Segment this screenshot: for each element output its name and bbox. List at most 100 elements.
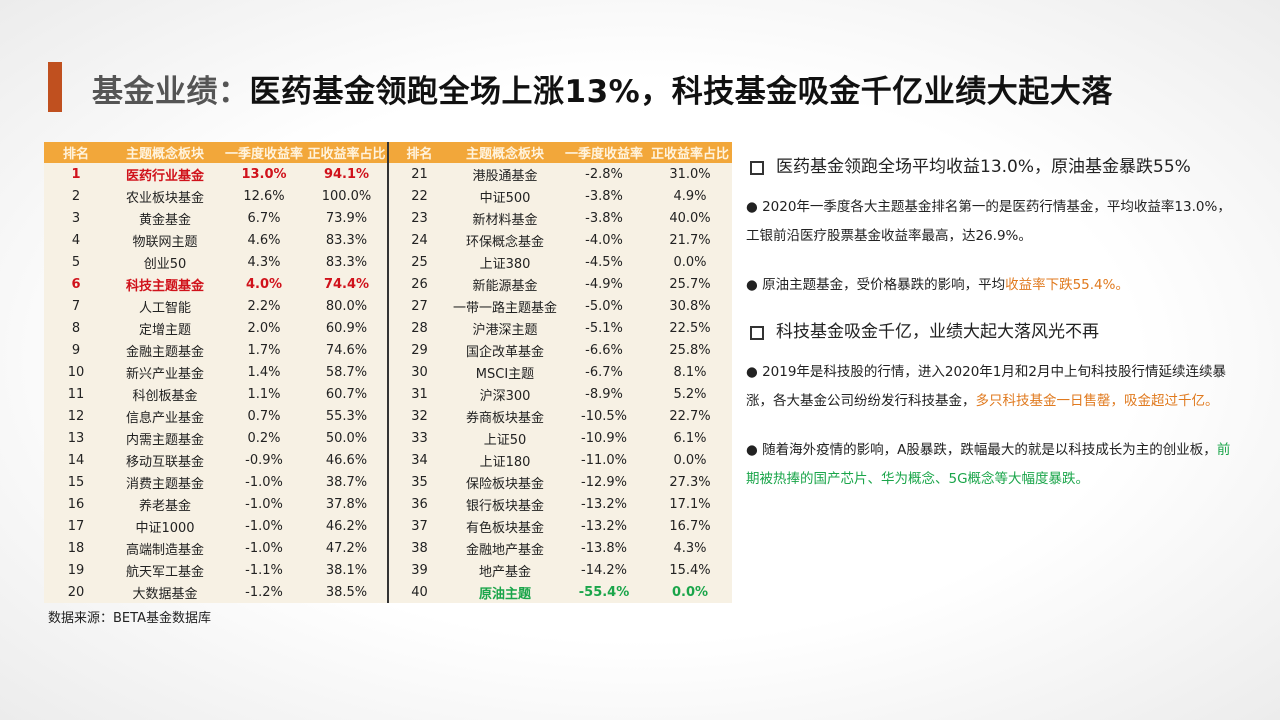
cell: 新材料基金 (472, 212, 538, 228)
cell: 13 (67, 430, 85, 446)
cell: 25.7% (669, 276, 711, 292)
cell: 创业50 (143, 256, 187, 272)
cell: 1 (71, 166, 81, 182)
header-cell: 排名 (387, 142, 450, 163)
cell: 26 (387, 273, 450, 295)
cell: 27.3% (669, 474, 711, 490)
cell: 科创板基金 (132, 388, 198, 404)
fund-table: 排名 主题概念板块 一季度收益率 正收益率占比 排名 主题概念板块 一季度收益率 正收益率占比… (44, 142, 732, 603)
cell: 4.0% (245, 276, 283, 292)
table-row: 5 创业50 4.3% 83.3% 25 上证380 -4.5% 0.0% (44, 251, 732, 273)
cell: -14.2% (581, 562, 627, 578)
bullet: 原油主题基金，受价格暴跌的影响，平均收益率下跌55.4%。 (746, 271, 1236, 300)
cell: -1.1% (245, 562, 283, 578)
cell: 0.0% (673, 254, 707, 270)
cell: 4.6% (247, 232, 281, 248)
cell: 6 (71, 276, 81, 292)
bullet-text: 2019年是科技股的行情，进入2020年1月和2月中上旬科技股行情延续连续暴涨，… (746, 364, 1226, 409)
cell: 物联网主题 (132, 234, 198, 250)
cell: 4.9% (673, 188, 707, 204)
cell: 国企改革基金 (465, 344, 544, 360)
cell: 60.9% (325, 320, 368, 336)
bullet: 随着海外疫情的影响，A股暴跌，跌幅最大的就是以科技成长为主的创业板，前期被热捧的… (746, 436, 1236, 494)
cell: 25.8% (669, 342, 711, 358)
bullet-highlight: 前期被热捧的国产芯片、华为概念、5G概念等大幅度暴跌。 (746, 442, 1231, 487)
title-label: 基金业绩： (92, 74, 250, 110)
bullet: 2020年一季度各大主题基金排名第一的是医药行情基金，平均收益率13.0%，工银… (746, 193, 1236, 251)
cell: -13.2% (581, 496, 627, 512)
header-cell: 正收益率占比 (306, 142, 388, 163)
cell: 39 (387, 559, 450, 581)
cell: -12.9% (581, 474, 627, 490)
cell: 上证50 (483, 432, 527, 448)
table-row: 9 金融主题基金 1.7% 74.6% 29 国企改革基金 -6.6% 25.8% (44, 339, 732, 361)
cell: -4.0% (585, 232, 623, 248)
cell: 消费主题基金 (125, 476, 204, 492)
cell: 地产基金 (478, 564, 531, 580)
cell: 16.7% (669, 518, 711, 534)
cell: 1.7% (247, 342, 281, 358)
table-row: 7 人工智能 2.2% 80.0% 27 一带一路主题基金 -5.0% 30.8% (44, 295, 732, 317)
cell: 46.6% (325, 452, 368, 468)
section-heading: 科技基金吸金千亿，业绩大起大落风光不再 (746, 320, 1236, 344)
cell: -5.0% (585, 298, 623, 314)
header-cell: 一季度收益率 (560, 142, 648, 163)
cell: -3.8% (585, 210, 623, 226)
cell: -1.0% (245, 496, 283, 512)
cell: 58.7% (325, 364, 368, 380)
cell: 32 (387, 405, 450, 427)
cell: 港股通基金 (472, 168, 538, 184)
cell: 黄金基金 (138, 212, 191, 228)
notes: 医药基金领跑全场平均收益13.0%，原油基金暴跌55% 2020年一季度各大主题基… (746, 155, 1236, 514)
table-row: 6 科技主题基金 4.0% 74.4% 26 新能源基金 -4.9% 25.7% (44, 273, 732, 295)
cell: 6.7% (247, 210, 281, 226)
cell: -4.9% (585, 276, 623, 292)
cell: -5.1% (585, 320, 623, 336)
cell: 4.3% (673, 540, 707, 556)
title-text: 医药基金领跑全场上涨13%，科技基金吸金千亿业绩大起大落 (249, 74, 1113, 110)
cell: 券商板块基金 (465, 410, 544, 426)
cell: MSCI主题 (475, 366, 535, 382)
cell: 银行板块基金 (465, 498, 544, 514)
cell: -11.0% (581, 452, 627, 468)
cell: 1.4% (247, 364, 281, 380)
cell: 21.7% (669, 232, 711, 248)
cell: 17.1% (669, 496, 711, 512)
cell: 11 (67, 386, 85, 402)
cell: 30 (387, 361, 450, 383)
cell: -1.0% (245, 518, 283, 534)
cell: 12.6% (243, 188, 285, 204)
cell: 0.0% (671, 584, 709, 600)
cell: 20 (67, 584, 85, 600)
cell: 上证380 (479, 256, 531, 272)
cell: 原油主题 (478, 586, 531, 602)
table-row: 3 黄金基金 6.7% 73.9% 23 新材料基金 -3.8% 40.0% (44, 207, 732, 229)
accent-bar (48, 62, 62, 112)
cell: 74.6% (325, 342, 368, 358)
cell: 大数据基金 (132, 586, 198, 602)
cell: -0.9% (245, 452, 283, 468)
cell: 22.7% (669, 408, 711, 424)
cell: 2.0% (247, 320, 281, 336)
table-row: 2 农业板块基金 12.6% 100.0% 22 中证500 -3.8% 4.9% (44, 185, 732, 207)
cell: 新能源基金 (472, 278, 538, 294)
cell: 航天军工基金 (125, 564, 204, 580)
table-row: 20 大数据基金 -1.2% 38.5% 40 原油主题 -55.4% 0.0% (44, 581, 732, 603)
header-cell: 一季度收益率 (222, 142, 306, 163)
cell: -6.6% (585, 342, 623, 358)
cell: 18 (67, 540, 85, 556)
cell: 38.1% (325, 562, 368, 578)
cell: -10.5% (581, 408, 627, 424)
section: 科技基金吸金千亿，业绩大起大落风光不再 2019年是科技股的行情，进入2020年1… (746, 320, 1236, 494)
table-row: 13 内需主题基金 0.2% 50.0% 33 上证50 -10.9% 6.1% (44, 427, 732, 449)
cell: -13.8% (581, 540, 627, 556)
cell: -2.8% (585, 166, 623, 182)
bullet-text: 2020年一季度各大主题基金排名第一的是医药行情基金，平均收益率13.0%，工银… (746, 199, 1231, 244)
cell: 15.4% (669, 562, 711, 578)
cell: 上证180 (479, 454, 531, 470)
cell: 60.7% (325, 386, 368, 402)
cell: -55.4% (578, 584, 630, 600)
bullet-highlight: 多只科技基金一日售罄，吸金超过千亿。 (975, 393, 1219, 409)
section: 医药基金领跑全场平均收益13.0%，原油基金暴跌55% 2020年一季度各大主题基… (746, 155, 1236, 300)
cell: 金融主题基金 (125, 344, 204, 360)
